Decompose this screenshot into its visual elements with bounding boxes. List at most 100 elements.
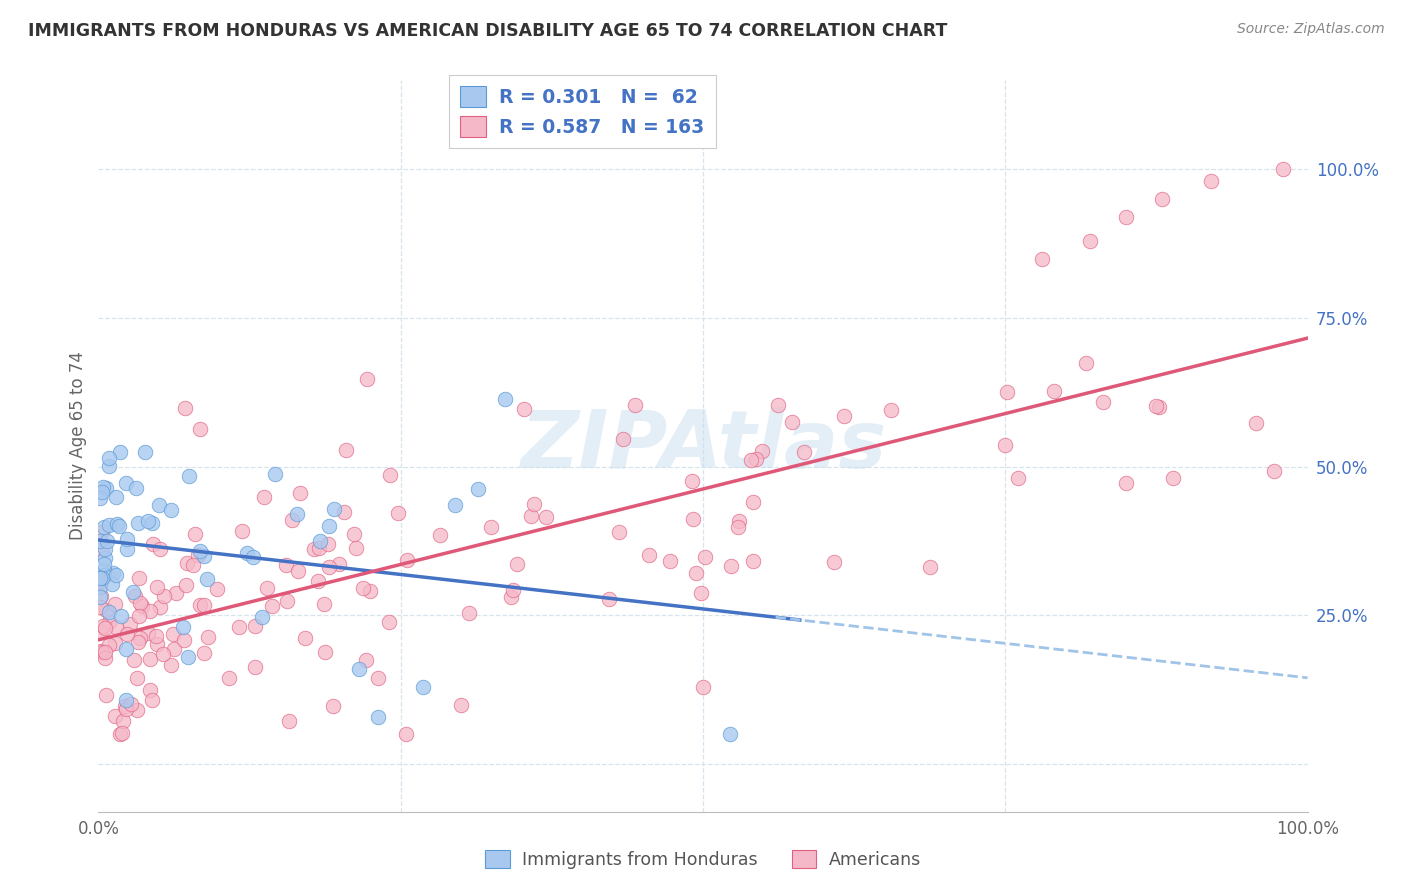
Point — [280, 513, 302, 527]
Point — [395, 727, 418, 741]
Point — [188, 599, 211, 613]
Point — [745, 452, 768, 467]
Point — [149, 600, 172, 615]
Point — [494, 392, 516, 406]
Point — [193, 549, 215, 563]
Point — [94, 650, 117, 665]
Point — [1092, 394, 1115, 409]
Y-axis label: Disability Age 65 to 74: Disability Age 65 to 74 — [69, 351, 87, 541]
Point — [122, 653, 145, 667]
Point — [148, 499, 170, 513]
Point — [115, 533, 138, 547]
Point — [690, 585, 713, 599]
Point — [458, 606, 481, 620]
Point — [115, 642, 138, 657]
Point — [318, 559, 340, 574]
Point — [104, 598, 127, 612]
Point — [98, 451, 121, 466]
Point — [139, 605, 162, 619]
Point — [139, 652, 162, 666]
Legend: R = 0.301   N =  62, R = 0.587   N = 163: R = 0.301 N = 62, R = 0.587 N = 163 — [449, 75, 716, 148]
Point — [285, 507, 308, 521]
Point — [94, 645, 117, 659]
Point — [89, 600, 111, 615]
Text: IMMIGRANTS FROM HONDURAS VS AMERICAN DISABILITY AGE 65 TO 74 CORRELATION CHART: IMMIGRANTS FROM HONDURAS VS AMERICAN DIS… — [28, 22, 948, 40]
Point — [90, 542, 112, 557]
Point — [162, 627, 184, 641]
Point — [110, 609, 132, 624]
Point — [352, 581, 374, 595]
Point — [322, 699, 344, 714]
Point — [693, 550, 716, 565]
Point — [152, 647, 174, 661]
Point — [1115, 476, 1137, 491]
Point — [94, 482, 117, 496]
Point — [782, 415, 804, 429]
Point — [720, 559, 742, 574]
Point — [129, 596, 152, 610]
Point — [141, 516, 163, 530]
Point — [89, 590, 111, 604]
Point — [184, 527, 207, 541]
Point — [90, 571, 112, 585]
Point — [90, 644, 112, 658]
Point — [367, 709, 389, 723]
Point — [93, 568, 115, 582]
Point — [207, 582, 229, 596]
Point — [1146, 399, 1168, 413]
Point — [103, 636, 125, 650]
Point — [638, 548, 661, 562]
Point — [323, 501, 346, 516]
Point — [264, 467, 287, 481]
Point — [110, 445, 132, 459]
Point — [153, 589, 176, 603]
Point — [994, 438, 1017, 452]
Point — [179, 469, 201, 483]
Point — [658, 554, 681, 568]
Point — [124, 590, 146, 604]
Point — [228, 620, 250, 634]
Point — [94, 541, 117, 556]
Point — [128, 571, 150, 585]
Point — [134, 444, 156, 458]
Point — [89, 491, 111, 505]
Point — [236, 546, 259, 560]
Point — [97, 517, 120, 532]
Point — [356, 372, 378, 386]
Point — [276, 594, 298, 608]
Point — [1042, 384, 1064, 398]
Point — [93, 622, 115, 636]
Point — [502, 582, 524, 597]
Point — [450, 698, 472, 712]
Point — [607, 524, 630, 539]
Point — [685, 566, 707, 580]
Point — [115, 627, 138, 641]
Point — [1078, 234, 1101, 248]
Point — [396, 553, 419, 567]
Point — [1031, 252, 1053, 266]
Point — [96, 533, 118, 548]
Point — [429, 528, 451, 542]
Point — [160, 658, 183, 673]
Point — [141, 693, 163, 707]
Point — [93, 520, 115, 534]
Point — [920, 560, 942, 574]
Point — [105, 516, 128, 531]
Point — [356, 653, 378, 667]
Point — [349, 662, 371, 676]
Point — [173, 401, 195, 415]
Point — [125, 671, 148, 685]
Point — [93, 558, 115, 572]
Point — [1147, 401, 1170, 415]
Point — [122, 585, 145, 599]
Point — [727, 520, 749, 534]
Point — [740, 453, 762, 467]
Point — [1152, 192, 1174, 206]
Point — [138, 515, 160, 529]
Point — [176, 577, 198, 591]
Point — [111, 726, 134, 740]
Point — [467, 483, 489, 497]
Point — [127, 634, 149, 648]
Point — [727, 515, 749, 529]
Point — [243, 619, 266, 633]
